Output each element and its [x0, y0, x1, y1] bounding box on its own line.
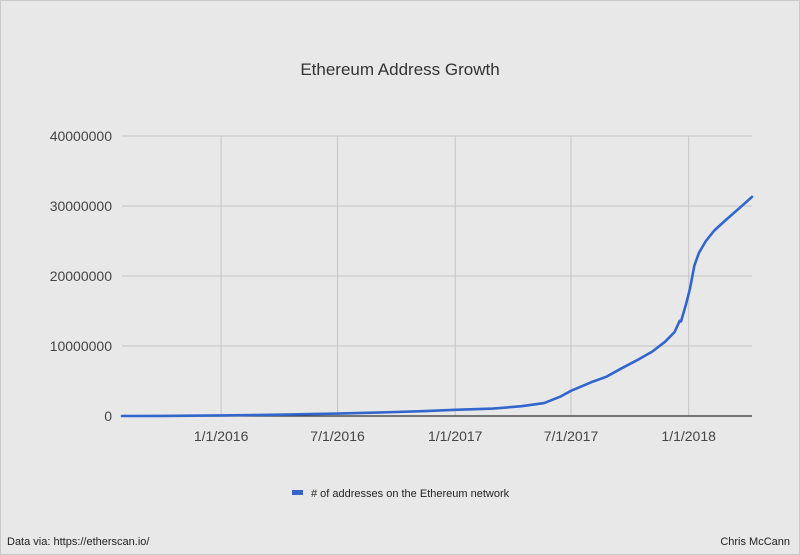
y-tick-label: 40000000 — [50, 128, 113, 144]
y-tick-label: 30000000 — [50, 198, 113, 214]
data-source-note: Data via: https://etherscan.io/ — [7, 536, 150, 548]
y-tick-label: 0 — [104, 408, 112, 424]
chart-title: Ethereum Address Growth — [300, 60, 499, 79]
y-tick-label: 10000000 — [50, 338, 113, 354]
y-tick-label: 20000000 — [50, 268, 113, 284]
x-tick-label: 1/1/2018 — [661, 428, 716, 444]
legend-swatch — [292, 490, 303, 495]
x-tick-label: 7/1/2016 — [310, 428, 365, 444]
x-tick-label: 1/1/2017 — [428, 428, 483, 444]
author-credit: Chris McCann — [720, 536, 790, 548]
series-line — [120, 195, 754, 418]
x-tick-label: 7/1/2017 — [544, 428, 599, 444]
x-tick-label: 1/1/2016 — [194, 428, 249, 444]
legend-label: # of addresses on the Ethereum network — [311, 488, 510, 500]
